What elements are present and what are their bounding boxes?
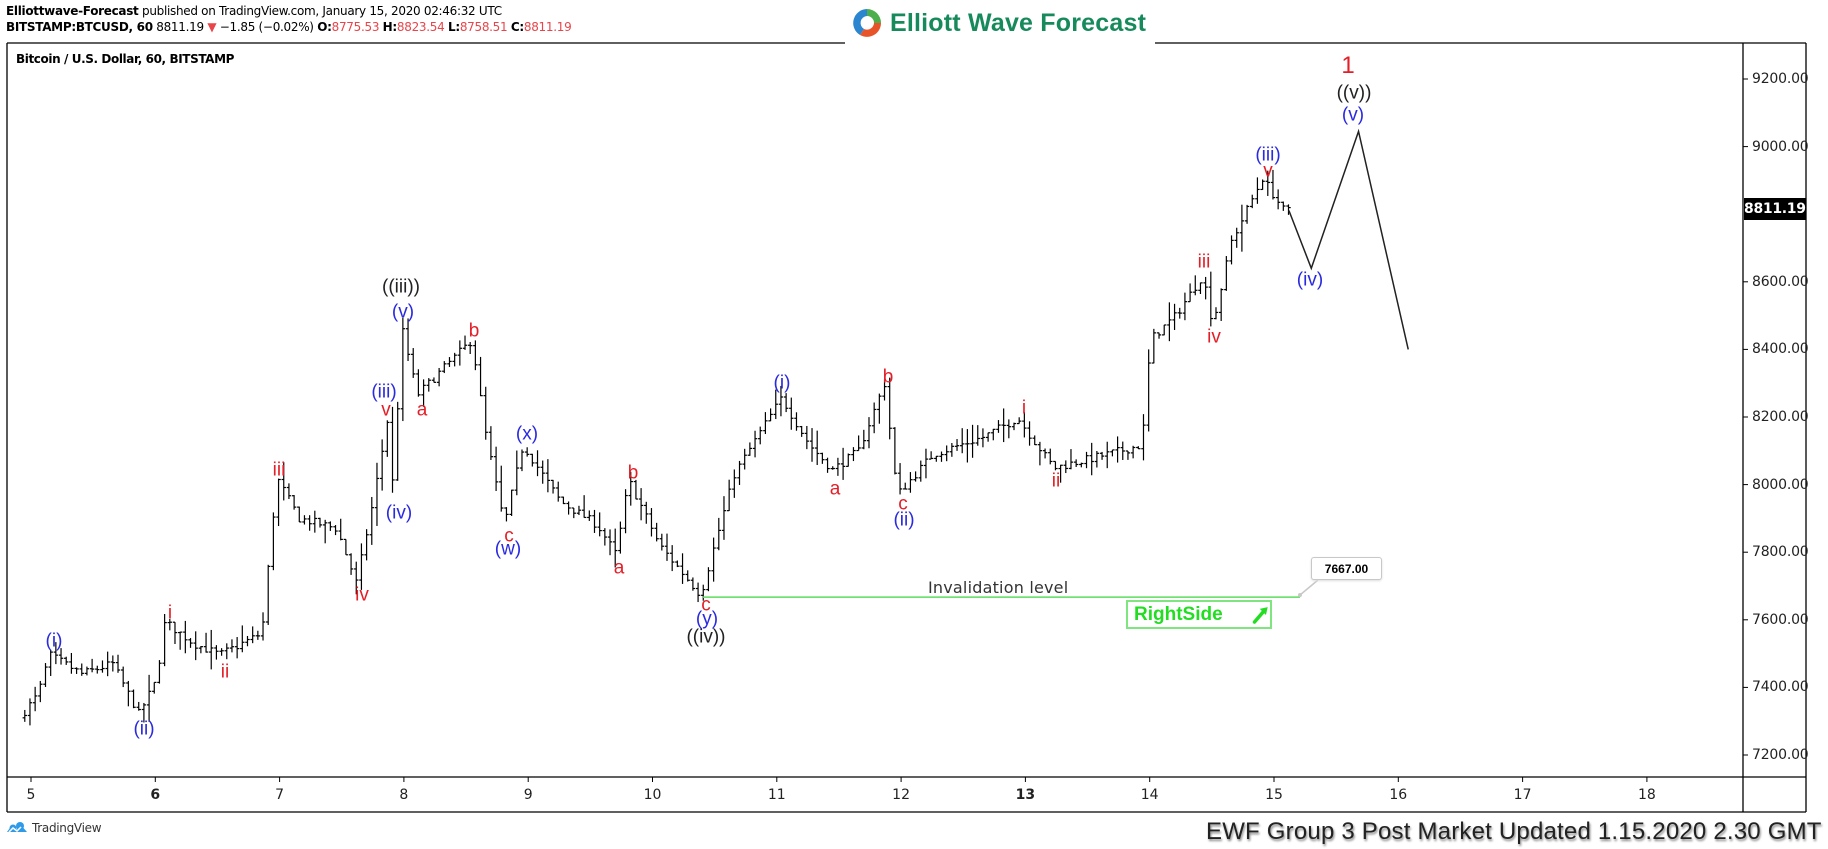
- high-label: H:: [382, 20, 398, 34]
- time-tick-label: 8: [399, 787, 409, 803]
- high-value: 8823.54: [396, 20, 445, 34]
- last-price-tag: 8811.19: [1744, 198, 1806, 220]
- tradingview-cloud-icon: [7, 822, 27, 833]
- rightside-badge: RightSide: [1126, 600, 1272, 629]
- wave-label: (i): [773, 372, 791, 394]
- close-label: C:: [510, 20, 524, 34]
- update-note: EWF Group 3 Post Market Updated 1.15.202…: [1206, 818, 1822, 845]
- wave-label: ii: [220, 661, 230, 683]
- wave-label: ((v)): [1336, 82, 1372, 104]
- time-tick-label: 15: [1265, 787, 1283, 803]
- projection-path: [1288, 128, 1409, 350]
- open-label: O:: [317, 20, 332, 34]
- ewf-logo-icon: [853, 9, 881, 37]
- time-tick-label: 14: [1140, 787, 1159, 803]
- wave-label: c: [701, 594, 711, 616]
- price-tick-label: 9200.00: [1752, 71, 1809, 87]
- price-tick-label: 9000.00: [1752, 138, 1809, 155]
- tradingview-label: TradingView: [32, 821, 102, 835]
- wave-label: c: [504, 525, 514, 547]
- price-change: −1.85 (−0.02%): [219, 20, 314, 34]
- tradingview-brand[interactable]: TradingView: [6, 821, 102, 835]
- wave-label: ((iii)): [382, 276, 420, 298]
- arrow-up-right-icon: [1252, 606, 1268, 624]
- time-tick-label: 17: [1513, 787, 1532, 803]
- price-tick-label: 8600.00: [1752, 273, 1809, 290]
- invalidation-level-label: Invalidation level: [928, 578, 1069, 597]
- down-arrow-icon: ▼: [207, 20, 217, 34]
- line-endpoint-handle[interactable]: [1298, 593, 1302, 597]
- price-tick-label: 8000.00: [1752, 476, 1809, 493]
- time-tick-label: 9: [523, 787, 533, 803]
- wave-label: b: [627, 462, 639, 484]
- wave-label: a: [416, 399, 428, 421]
- wave-label: iv: [1207, 326, 1221, 348]
- wave-label: v: [381, 399, 391, 421]
- wave-label: (v): [1341, 104, 1365, 126]
- wave-label: (y): [695, 608, 719, 630]
- wave-label: c: [898, 493, 908, 515]
- time-tick-label: 11: [767, 787, 786, 803]
- ewf-logo: Elliott Wave Forecast: [850, 6, 1146, 40]
- time-axis[interactable]: [30, 777, 1648, 782]
- wave-label: (x): [515, 423, 539, 445]
- wave-label: (w): [494, 538, 522, 560]
- wave-label: b: [882, 366, 894, 388]
- time-tick-label: 10: [643, 787, 662, 803]
- publisher-name[interactable]: Elliottwave-Forecast: [6, 4, 139, 18]
- wave-label: b: [468, 320, 480, 342]
- wave-label: (v): [391, 301, 415, 323]
- wave-label: (iv): [385, 502, 413, 524]
- publish-info: Elliottwave-Forecast published on Tradin…: [6, 4, 502, 19]
- invalidation-price-callout[interactable]: 7667.00: [1311, 557, 1382, 580]
- wave-label: (ii): [893, 509, 915, 531]
- time-tick-label: 18: [1637, 787, 1656, 803]
- wave-label: a: [829, 478, 841, 500]
- published-text: published on TradingView.com, January 15…: [138, 4, 502, 18]
- wave-label: (iv): [1296, 269, 1324, 291]
- close-value: 8811.19: [523, 20, 572, 34]
- price-axis[interactable]: [1743, 78, 1748, 756]
- symbol-info: BITSTAMP:BTCUSD, 60 8811.19 ▼ −1.85 (−0.…: [6, 20, 572, 35]
- price-tick-label: 8400.00: [1752, 341, 1809, 358]
- price-tick-label: 7200.00: [1752, 747, 1809, 763]
- wave-label: iii: [1197, 251, 1211, 273]
- rightside-label: RightSide: [1134, 603, 1223, 625]
- wave-label: (ii): [133, 718, 155, 740]
- low-label: L:: [447, 20, 460, 34]
- wave-label: 1: [1341, 52, 1355, 79]
- chart-frame: [6, 42, 1807, 813]
- price-tick-label: 7800.00: [1752, 544, 1809, 561]
- time-tick-label: 16: [1389, 787, 1408, 803]
- wave-label: (iii): [371, 381, 397, 403]
- wave-label: i: [1021, 397, 1027, 419]
- time-tick-label: 12: [892, 787, 911, 803]
- wave-label: (i): [45, 630, 63, 652]
- last-price: 8811.19: [156, 20, 204, 34]
- open-value: 8775.53: [331, 20, 380, 34]
- wave-label: i: [167, 602, 173, 624]
- low-value: 8758.51: [459, 20, 508, 34]
- time-tick-label: 7: [275, 787, 285, 803]
- time-tick-label: 5: [26, 787, 36, 803]
- callout-pointer: [1299, 579, 1319, 596]
- wave-label: v: [1263, 160, 1273, 182]
- wave-label: ((iv)): [686, 626, 726, 648]
- symbol-label: BITSTAMP:BTCUSD, 60: [6, 20, 153, 34]
- time-tick-label: 6: [150, 787, 161, 803]
- wave-label: a: [613, 557, 625, 579]
- price-tick-label: 7600.00: [1752, 611, 1809, 628]
- ohlc-bars: [22, 169, 1291, 726]
- ewf-logo-text: Elliott Wave Forecast: [890, 8, 1147, 37]
- wave-label: iii: [272, 459, 286, 481]
- wave-label: (iii): [1255, 144, 1281, 166]
- time-tick-label: 13: [1015, 787, 1036, 803]
- price-tick-label: 8200.00: [1752, 409, 1809, 425]
- price-tick-label: 7400.00: [1752, 679, 1809, 696]
- wave-label: ii: [1051, 470, 1061, 492]
- chart-title: Bitcoin / U.S. Dollar, 60, BITSTAMP: [16, 52, 235, 66]
- wave-label: iv: [355, 584, 369, 606]
